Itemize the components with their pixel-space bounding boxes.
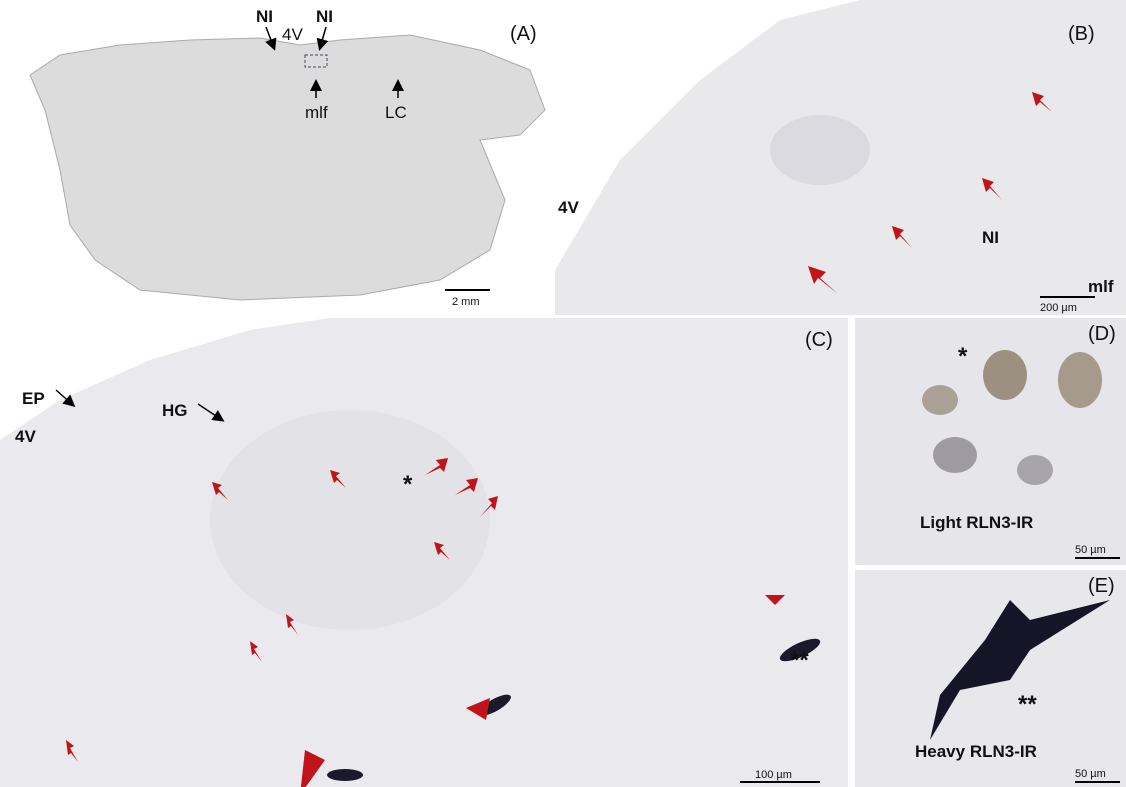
- scale-bar-label: 50 µm: [1075, 544, 1106, 556]
- panel-e: (E) ** Heavy RLN3-IR 50 µm: [855, 570, 1126, 787]
- scale-bar-label: 50 µm: [1075, 768, 1106, 780]
- annotation: 4V: [558, 198, 579, 217]
- annotation: Light RLN3-IR: [920, 513, 1033, 532]
- annotation: mlf: [305, 103, 328, 122]
- panel-label: (E): [1088, 575, 1115, 597]
- annotation: EP: [22, 389, 45, 408]
- scale-bar-label: 100 µm: [755, 769, 792, 781]
- panel-label: (D): [1088, 323, 1116, 345]
- panel-b: (B) 4V NI mlf 200 µm: [555, 0, 1126, 315]
- annotation: NI: [256, 7, 273, 26]
- panel-label: (C): [805, 329, 833, 351]
- annotation: *: [958, 343, 968, 370]
- tissue-section: [30, 35, 545, 300]
- annotation: NI: [982, 228, 999, 247]
- figure: (A) NI 4V NI mlf LC 2 mm (B) 4V NI mlf 2…: [0, 0, 1126, 787]
- panel-label: (A): [510, 23, 537, 45]
- annotation: NI: [316, 7, 333, 26]
- panel-a: (A) NI 4V NI mlf LC 2 mm: [0, 0, 548, 315]
- annotation: Heavy RLN3-IR: [915, 742, 1037, 761]
- panel-c: (C) EP HG 4V * ** 100 µm: [0, 318, 848, 787]
- annotation: **: [790, 647, 809, 674]
- panel-label: (B): [1068, 23, 1095, 45]
- scale-bar-label: 200 µm: [1040, 302, 1077, 314]
- panel-d: (D) * Light RLN3-IR 50 µm: [855, 318, 1126, 565]
- annotation: *: [403, 471, 413, 498]
- annotation: 4V: [15, 427, 36, 446]
- annotation: 4V: [282, 25, 303, 44]
- scale-bar-label: 2 mm: [452, 296, 480, 308]
- annotation: **: [1018, 691, 1037, 718]
- annotation: mlf: [1088, 277, 1114, 296]
- annotation: LC: [385, 103, 407, 122]
- annotation: HG: [162, 401, 188, 420]
